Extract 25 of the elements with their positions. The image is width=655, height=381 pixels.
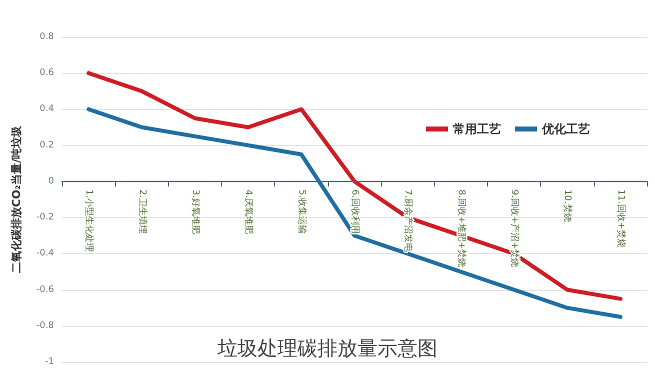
y-tick-label: -0.4: [36, 248, 54, 259]
y-tick-label: -1: [45, 357, 54, 367]
y-tick-label: 0.4: [40, 104, 54, 114]
x-tick-label: 10.焚烧: [562, 189, 574, 222]
y-tick-label: 0.2: [40, 140, 54, 150]
y-tick-label: 0: [48, 176, 54, 186]
x-tick-label: 2.卫生填埋: [136, 189, 148, 234]
y-tick-label: -0.8: [36, 320, 54, 331]
x-tick-label: 3.好氧堆肥: [190, 189, 201, 234]
x-tick-label: 1.小型生化处理: [84, 189, 95, 252]
x-tick-label: 4.厌氧堆肥: [243, 189, 254, 234]
x-tick-label: 7.厨余产沼发电: [402, 189, 414, 252]
x-tick-label: 11.回收+焚烧: [615, 189, 626, 248]
legend-label: 常用工艺: [453, 122, 501, 136]
x-tick-label: 6.回收利用: [350, 189, 360, 234]
y-axis-title: 二氧化碳排放CO₂当量/吨垃圾: [10, 124, 23, 274]
y-tick-label: 0.6: [40, 68, 54, 78]
x-tick-label: 5.收集运输: [296, 189, 308, 234]
y-tick-label: 0.8: [40, 32, 54, 42]
x-tick-label: 8.回收+堆肥+焚烧: [456, 189, 467, 268]
legend-label: 优化工艺: [541, 122, 590, 136]
x-tick-label: 9.回收+产沼+焚烧: [509, 189, 520, 268]
y-tick-label: -0.6: [36, 284, 54, 295]
text: 垃圾处理碳排放量示意图: [216, 336, 438, 360]
y-tick-label: -0.2: [36, 212, 54, 223]
